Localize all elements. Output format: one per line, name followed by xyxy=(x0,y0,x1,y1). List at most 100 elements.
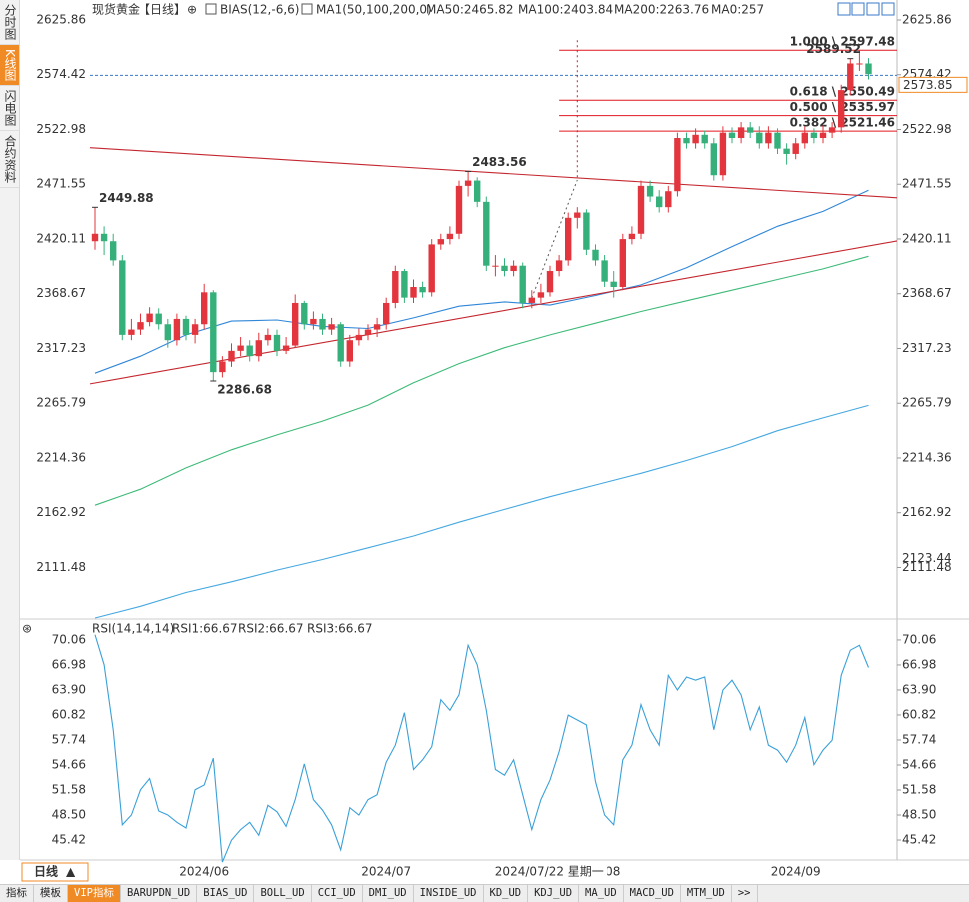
crosshair-label: 2024/07/22 星期一 xyxy=(495,865,604,879)
candle-body xyxy=(301,302,308,325)
candle-body xyxy=(464,180,472,186)
toolbar-button[interactable] xyxy=(866,2,880,16)
legend-entry: MA100:2403.84 xyxy=(518,3,613,17)
candle-body xyxy=(674,137,681,192)
y-tick-label: 2625.86 xyxy=(36,12,86,26)
indicator-tab[interactable]: MACD_UD xyxy=(624,885,681,902)
candle-body xyxy=(665,191,672,208)
rsi-title: RSI(14,14,14) xyxy=(92,622,174,636)
candle-body xyxy=(656,196,663,208)
candle-body xyxy=(592,249,599,261)
candle-body xyxy=(765,132,772,144)
x-tick-label: 2024/07 xyxy=(361,865,411,879)
candle-body xyxy=(637,185,645,234)
candle-body xyxy=(437,239,444,245)
current-price-label: 2573.85 xyxy=(903,78,953,92)
candle-body xyxy=(847,63,854,91)
y-tick-label: 45.42 xyxy=(52,833,86,847)
candle-body xyxy=(410,286,417,298)
candle-body xyxy=(364,329,372,335)
y-tick-label: 48.50 xyxy=(902,808,936,822)
indicator-tab[interactable]: MTM_UD xyxy=(681,885,732,902)
indicator-tab[interactable]: MA_UD xyxy=(579,885,624,902)
candle-body xyxy=(828,127,836,133)
indicator-tab[interactable]: VIP指标 xyxy=(68,885,121,902)
indicator-tab[interactable]: BOLL_UD xyxy=(254,885,312,902)
candle-body xyxy=(510,265,517,272)
side-tab[interactable]: 分时图 xyxy=(0,0,19,45)
indicator-tab[interactable]: KD_UD xyxy=(484,885,529,902)
side-tab[interactable]: 闪电图 xyxy=(0,86,19,131)
indicator-tab[interactable]: >> xyxy=(732,885,758,902)
indicator-tabs: 指标 模板 VIP指标 BARUPDN_UD BIAS_UD BOLL_UD CCI_UD D… xyxy=(0,884,969,902)
y-tick-label: 2265.79 xyxy=(36,396,86,410)
y-tick-label: 63.90 xyxy=(902,682,936,696)
indicator-tab[interactable]: KDJ_UD xyxy=(528,885,580,902)
side-tab[interactable]: K线图 xyxy=(0,45,19,86)
candle-body xyxy=(574,212,581,218)
y-tick-label: 2317.23 xyxy=(36,341,86,355)
header-icon: ⊕ xyxy=(187,3,197,17)
y-tick-label: 54.66 xyxy=(52,757,86,771)
candle-body xyxy=(446,233,454,240)
indicator-tab[interactable]: 模板 xyxy=(34,885,68,902)
y-tick-label: 2471.55 xyxy=(902,177,952,191)
fib-anchor xyxy=(531,179,578,299)
side-tab[interactable]: 合约资料 xyxy=(0,131,19,188)
period-box xyxy=(21,862,89,882)
period-arrow: ▲ xyxy=(66,865,76,879)
candle-body xyxy=(792,143,799,154)
y-tick-label: 2420.11 xyxy=(36,231,86,245)
candle-body xyxy=(191,324,199,335)
ma-line xyxy=(94,404,869,619)
y-tick-label: 60.82 xyxy=(52,707,86,721)
indicator-tab[interactable]: CCI_UD xyxy=(312,885,363,902)
indicator-tab[interactable]: INSIDE_UD xyxy=(414,885,484,902)
y-tick-label: 2368.67 xyxy=(902,286,952,300)
candle-body xyxy=(537,292,545,298)
indicator-tab[interactable]: BIAS_UD xyxy=(197,885,255,902)
candle-body xyxy=(565,217,572,261)
candle-body xyxy=(100,233,108,242)
candle-body xyxy=(492,265,499,267)
header-icon xyxy=(205,3,217,15)
candle-body xyxy=(710,143,717,176)
fib-label: 1.000 \ 2597.48 xyxy=(790,35,895,49)
y-tick-label: 2162.92 xyxy=(36,505,86,519)
annotation-label: 2483.56 xyxy=(472,155,527,169)
candle-body xyxy=(455,185,463,234)
header-text: 现货黄金 xyxy=(92,2,140,17)
y-tick-label: 70.06 xyxy=(52,632,86,646)
y-tick-label: 57.74 xyxy=(52,732,86,746)
y-tick-label: 70.06 xyxy=(902,632,936,646)
y-tick-label: 2522.98 xyxy=(36,122,86,136)
ma-line xyxy=(94,255,869,506)
candle-body xyxy=(628,233,636,240)
candle-body xyxy=(282,345,290,351)
current-price-box xyxy=(898,76,968,93)
toolbar-button[interactable] xyxy=(881,2,895,16)
candle-body xyxy=(182,318,190,335)
y-tick-label: 66.98 xyxy=(52,657,86,671)
candle-body xyxy=(273,334,281,351)
candle-body xyxy=(401,271,408,298)
candle-body xyxy=(546,271,554,293)
candle-body xyxy=(856,63,863,65)
candle-body xyxy=(519,265,526,303)
candle-body xyxy=(719,132,727,176)
candle-body xyxy=(756,132,763,144)
y-tick-label: 2522.98 xyxy=(902,122,952,136)
y-tick-label: 2111.48 xyxy=(902,560,952,574)
toolbar-button[interactable] xyxy=(837,2,851,16)
sidebar: 分时图 K线图 闪电图 合约资料 xyxy=(0,0,20,860)
y-tick-label: 2162.92 xyxy=(902,505,952,519)
x-tick-label: 2024/06 xyxy=(179,865,229,879)
indicator-tab[interactable]: BARUPDN_UD xyxy=(121,885,198,902)
candle-body xyxy=(692,134,699,144)
toolbar-button[interactable] xyxy=(851,2,865,16)
indicator-tab[interactable]: 指标 xyxy=(0,885,34,902)
y-tick-label: 2214.36 xyxy=(902,450,952,464)
indicator-tab[interactable]: DMI_UD xyxy=(363,885,414,902)
legend-entry: MA200:2263.76 xyxy=(614,3,709,17)
candle-body xyxy=(292,302,299,346)
